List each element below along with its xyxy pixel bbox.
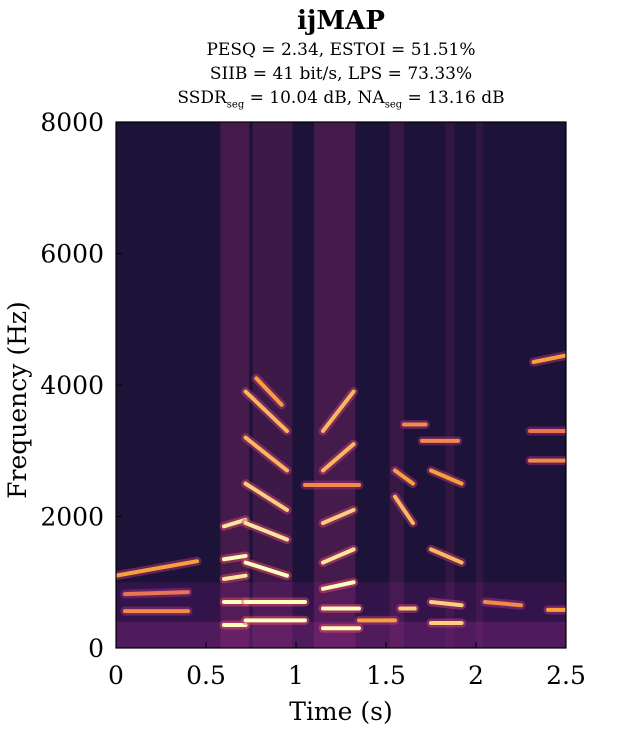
harmonic-track — [321, 547, 356, 565]
na-subscript: seg — [384, 99, 403, 111]
harmonic-track — [393, 468, 415, 486]
harmonic-track — [321, 389, 356, 434]
broadband-burst — [445, 122, 455, 648]
y-tick-label: 2000 — [40, 503, 104, 532]
harmonic-track — [243, 435, 289, 473]
y-tick-label: 6000 — [40, 240, 104, 269]
harmonic-track — [243, 521, 289, 542]
spectrogram-content — [116, 122, 566, 648]
x-tick-label: 2.5 — [546, 661, 586, 690]
ssdr-subscript: seg — [226, 99, 245, 111]
metrics-line-1: PESQ = 2.34, ESTOI = 51.51% — [206, 40, 476, 60]
harmonic-track — [254, 376, 284, 407]
harmonic-track — [393, 494, 415, 526]
harmonic-track — [123, 590, 190, 597]
x-tick-label: 1 — [288, 661, 304, 690]
ssdr-value: = 10.04 dB, NA — [244, 88, 385, 108]
harmonic-track — [116, 559, 199, 578]
harmonic-track — [321, 507, 356, 526]
harmonic-track — [243, 560, 289, 578]
broadband-burst — [476, 122, 484, 648]
harmonic-track — [321, 580, 356, 591]
x-tick-label: 0 — [108, 661, 124, 690]
x-tick-label: 1.5 — [366, 661, 406, 690]
harmonic-track — [222, 553, 248, 562]
harmonic-track — [429, 468, 464, 486]
harmonic-track — [483, 599, 523, 608]
x-tick-label: 0.5 — [186, 661, 226, 690]
harmonic-track — [321, 442, 356, 473]
chart-title: ijMAP — [297, 6, 385, 36]
harmonic-track — [243, 389, 289, 434]
broadband-burst — [389, 122, 404, 648]
broadband-burst — [314, 122, 356, 648]
y-tick-label: 4000 — [40, 371, 104, 400]
metrics-line-3: SSDRseg = 10.04 dB, NAseg = 13.16 dB — [116, 86, 566, 117]
harmonic-track — [429, 547, 464, 565]
chart-header: ijMAP PESQ = 2.34, ESTOI = 51.51% SIIB =… — [116, 4, 566, 117]
harmonic-track — [222, 573, 248, 581]
x-tick-label: 2 — [468, 661, 484, 690]
y-tick-label: 0 — [88, 634, 104, 663]
harmonic-track — [531, 353, 566, 364]
na-value: = 13.16 dB — [402, 88, 505, 108]
harmonic-track — [243, 481, 289, 512]
y-tick-label: 8000 — [40, 108, 104, 137]
spectrogram-layer — [116, 122, 566, 648]
axis-layer: 0 0.5 1 1.5 2 2.5 0 2000 4000 6000 8000 — [40, 108, 586, 690]
metrics-line-2: SIIB = 41 bit/s, LPS = 73.33% — [209, 64, 473, 84]
broadband-burst — [220, 122, 250, 648]
ssdr-label: SSDR — [177, 88, 227, 108]
y-axis-label: Frequency (Hz) — [3, 301, 32, 499]
x-axis-label: Time (s) — [289, 697, 393, 726]
harmonic-track — [429, 599, 464, 608]
